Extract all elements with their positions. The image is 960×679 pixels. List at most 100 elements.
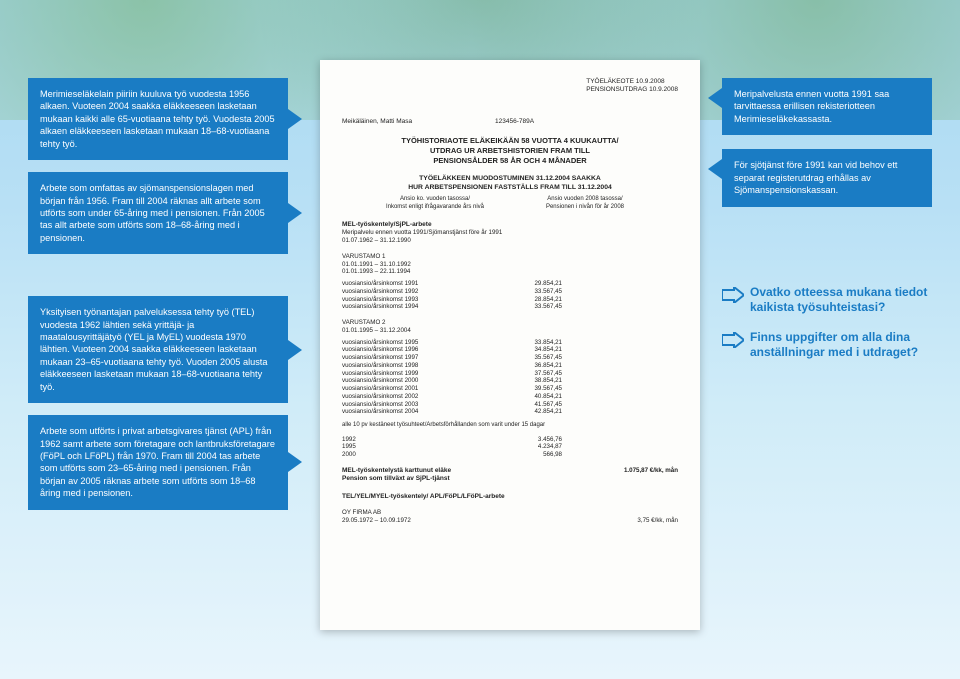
value: 33.567,45 [492, 288, 562, 296]
doc-title: TYÖHISTORIAOTE ELÄKEIKÄÄN 58 VUOTTA 4 KU… [342, 136, 678, 165]
pens-fi: MEL-työskentelystä karttunut eläke [342, 467, 542, 475]
title-line3: PENSIONSÅLDER 58 ÅR OCH 4 MÅNADER [342, 156, 678, 166]
note-text: Arbete som omfattas av sjömanspensionsla… [40, 183, 265, 243]
table-row: vuosiansio/årsinkomst 199836.854,21 [342, 362, 678, 370]
label: vuosiansio/årsinkomst 1991 [342, 280, 492, 288]
table-row: 2000566,98 [342, 451, 678, 459]
v1-date2: 01.01.1993 – 22.11.1994 [342, 268, 678, 276]
value: 3.456,76 [492, 436, 562, 444]
table-row: vuosiansio/årsinkomst 200442.854,21 [342, 408, 678, 416]
short-years-table: 19923.456,7619954.234,872000566,98 [342, 436, 678, 459]
value: 39.567,45 [492, 385, 562, 393]
left-column: Merimieseläkelain piiriin kuuluva työ vu… [28, 78, 288, 510]
value: 34.854,21 [492, 346, 562, 354]
col2-sv: Pensionen i nivån för år 2008 [520, 204, 650, 212]
v1-name: VARUSTAMO 1 [342, 253, 678, 261]
note-text: Meripalvelusta ennen vuotta 1991 saa tar… [734, 89, 889, 124]
col2-fi: Ansio vuoden 2008 tasossa/ [520, 196, 650, 204]
column-headers: Ansio ko. vuoden tasossa/ Inkomst enligt… [342, 196, 678, 211]
short-employment-note: alle 10 pv kestäneet työsuhteet/Arbetsfö… [342, 422, 678, 430]
title-line1: TYÖHISTORIAOTE ELÄKEIKÄÄN 58 VUOTTA 4 KU… [342, 136, 678, 146]
label: vuosiansio/årsinkomst 2003 [342, 401, 492, 409]
year: 2000 [342, 451, 492, 459]
value: 35.567,45 [492, 354, 562, 362]
label: vuosiansio/årsinkomst 1992 [342, 288, 492, 296]
value: 37.567,45 [492, 370, 562, 378]
person-name: Meikäläinen, Matti Masa [342, 118, 412, 126]
label: vuosiansio/årsinkomst 1998 [342, 362, 492, 370]
table-row: vuosiansio/årsinkomst 199328.854,21 [342, 296, 678, 304]
year: 1995 [342, 443, 492, 451]
firm-name: OY FIRMA AB [342, 509, 678, 517]
section-header: MEL-työskentely/SjPL-arbete [342, 221, 678, 229]
pension-statement-document: TYÖELÄKEOTE 10.9.2008 PENSIONSUTDRAG 10.… [320, 60, 700, 630]
pension-accrued: MEL-työskentelystä karttunut eläke Pensi… [342, 467, 678, 483]
right-column: Meripalvelusta ennen vuotta 1991 saa tar… [722, 78, 932, 361]
value: 41.567,45 [492, 401, 562, 409]
v1-date1: 01.01.1991 – 31.10.1992 [342, 261, 678, 269]
table-row: vuosiansio/årsinkomst 199634.854,21 [342, 346, 678, 354]
label: vuosiansio/årsinkomst 2000 [342, 377, 492, 385]
v2-name: VARUSTAMO 2 [342, 319, 678, 327]
note-text: Merimieseläkelain piiriin kuuluva työ vu… [40, 89, 275, 149]
note-sjoman-sv: Arbete som omfattas av sjömanspensionsla… [28, 172, 288, 254]
label: vuosiansio/årsinkomst 1993 [342, 296, 492, 304]
income-table-1: vuosiansio/årsinkomst 199129.854,21vuosi… [342, 280, 678, 311]
varustamo-1: VARUSTAMO 1 01.01.1991 – 31.10.1992 01.0… [342, 253, 678, 311]
value: 38.854,21 [492, 377, 562, 385]
note-text: För sjötjänst före 1991 kan vid behov et… [734, 160, 897, 195]
note-sjotjanst-sv: För sjötjänst före 1991 kan vid behov et… [722, 149, 932, 206]
doc-header-right: TYÖELÄKEOTE 10.9.2008 PENSIONSUTDRAG 10.… [586, 78, 678, 94]
note-text: Yksityisen työnantajan palveluksessa teh… [40, 307, 267, 392]
table-row: vuosiansio/årsinkomst 200139.567,45 [342, 385, 678, 393]
value: 33.854,21 [492, 339, 562, 347]
label: vuosiansio/årsinkomst 1997 [342, 354, 492, 362]
income-table-2: vuosiansio/årsinkomst 199533.854,21vuosi… [342, 339, 678, 417]
label: vuosiansio/årsinkomst 1994 [342, 303, 492, 311]
year: 1992 [342, 436, 492, 444]
section-header: TEL/YEL/MYEL-työskentely/ APL/FöPL/LFöPL… [342, 493, 678, 501]
label: vuosiansio/årsinkomst 2004 [342, 408, 492, 416]
value: 33.567,45 [492, 303, 562, 311]
section-sub: Meripalvelu ennen vuotta 1991/Sjömanstjä… [342, 229, 678, 237]
pension-value: 1.075,87 €/kk, mån [542, 467, 678, 483]
question-text: Finns uppgifter om alla dina anställning… [750, 330, 918, 360]
firm-dates: 29.05.1972 – 10.09.1972 [342, 517, 492, 525]
table-row: vuosiansio/årsinkomst 199937.567,45 [342, 370, 678, 378]
title-line2: UTDRAG UR ARBETSHISTORIEN FRAM TILL [342, 146, 678, 156]
table-row: vuosiansio/årsinkomst 200341.567,45 [342, 401, 678, 409]
label: vuosiansio/årsinkomst 2002 [342, 393, 492, 401]
arrow-icon [722, 287, 744, 303]
value: 36.854,21 [492, 362, 562, 370]
table-row: 19923.456,76 [342, 436, 678, 444]
table-row: vuosiansio/årsinkomst 199735.567,45 [342, 354, 678, 362]
doc-subtitle: TYÖELÄKKEEN MUODOSTUMINEN 31.12.2004 SAA… [342, 175, 678, 192]
note-merimies-fi: Merimieseläkelain piiriin kuuluva työ vu… [28, 78, 288, 160]
value: 4.234,87 [492, 443, 562, 451]
doc-type-fi: TYÖELÄKEOTE 10.9.2008 [586, 78, 678, 86]
table-row: vuosiansio/årsinkomst 199533.854,21 [342, 339, 678, 347]
sub-sv: HUR ARBETSPENSIONEN FASTSTÄLLS FRAM TILL… [342, 184, 678, 192]
sub-fi: TYÖELÄKKEEN MUODOSTUMINEN 31.12.2004 SAA… [342, 175, 678, 183]
value: 40.854,21 [492, 393, 562, 401]
table-row: vuosiansio/årsinkomst 200240.854,21 [342, 393, 678, 401]
question-fi: Ovatko otteessa mukana tiedot kaikista t… [722, 285, 932, 316]
label: vuosiansio/årsinkomst 2001 [342, 385, 492, 393]
question-text: Ovatko otteessa mukana tiedot kaikista t… [750, 285, 927, 315]
value: 566,98 [492, 451, 562, 459]
note-tel-fi: Yksityisen työnantajan palveluksessa teh… [28, 296, 288, 403]
firma: OY FIRMA AB 29.05.1972 – 10.09.1972 3,75… [342, 509, 678, 525]
section-date: 01.07.1962 – 31.12.1990 [342, 237, 678, 245]
label: vuosiansio/årsinkomst 1996 [342, 346, 492, 354]
v2-date: 01.01.1995 – 31.12.2004 [342, 327, 678, 335]
table-row: vuosiansio/årsinkomst 199233.567,45 [342, 288, 678, 296]
col1-sv: Inkomst enligt ifrågavarande års nivå [370, 204, 500, 212]
page-content: Merimieseläkelain piiriin kuuluva työ vu… [0, 0, 960, 679]
arrow-icon [722, 332, 744, 348]
doc-type-sv: PENSIONSUTDRAG 10.9.2008 [586, 86, 678, 94]
spacer [722, 221, 932, 271]
label: vuosiansio/årsinkomst 1995 [342, 339, 492, 347]
mel-section: MEL-työskentely/SjPL-arbete Meripalvelu … [342, 221, 678, 483]
note-text: Arbete som utförts i privat arbetsgivare… [40, 426, 275, 498]
person-id: 123456-789A [495, 118, 534, 126]
